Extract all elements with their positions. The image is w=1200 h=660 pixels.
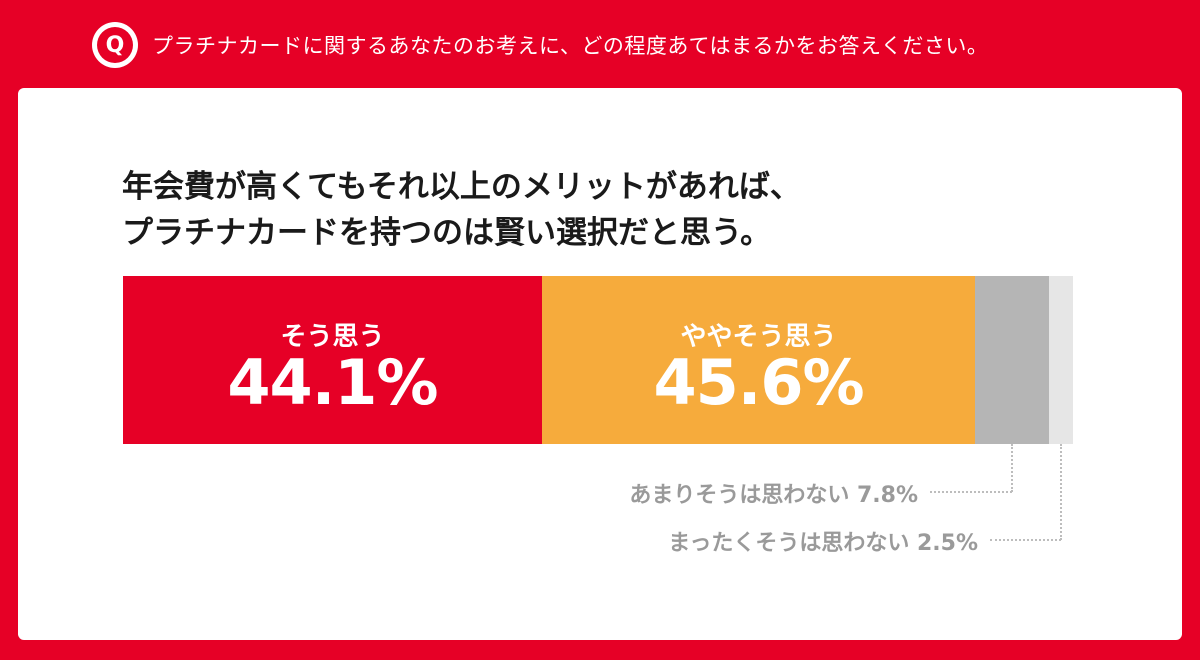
bar-segment-value: 45.6%: [653, 346, 864, 419]
callout-leader-vertical: [1011, 444, 1014, 492]
question-header: Q プラチナカードに関するあなたのお考えに、どの程度あてはまるかをお答えください…: [0, 0, 1200, 88]
content-panel: 年会費が高くてもそれ以上のメリットがあれば、 プラチナカードを持つのは賢い選択だ…: [18, 88, 1182, 640]
bar-segment-label: そう思う: [280, 322, 385, 352]
bar-segment-3: [975, 276, 1050, 444]
question-text: プラチナカードに関するあなたのお考えに、どの程度あてはまるかをお答えください。: [152, 34, 989, 58]
statement-title: 年会費が高くてもそれ以上のメリットがあれば、 プラチナカードを持つのは賢い選択だ…: [122, 164, 801, 256]
callout-leader-vertical: [1060, 444, 1063, 540]
question-badge-letter: Q: [97, 27, 133, 63]
statement-title-line-1: 年会費が高くてもそれ以上のメリットがあれば、: [122, 169, 801, 205]
question-badge-icon: Q: [92, 22, 138, 68]
bar-segment-1: そう思う 44.1%: [123, 276, 542, 444]
stacked-bar: そう思う 44.1% ややそう思う 45.6%: [123, 276, 1073, 444]
bar-segment-label: ややそう思う: [680, 322, 837, 352]
callout-label: まったくそうは思わない 2.5%: [668, 531, 978, 556]
callout-leader-horizontal: [990, 539, 1062, 541]
bar-segment-4: [1049, 276, 1073, 444]
bar-segment-value: 44.1%: [227, 346, 438, 419]
bar-segment-2: ややそう思う 45.6%: [541, 276, 976, 444]
callout-leader-horizontal: [930, 491, 1013, 493]
callout-label: あまりそうは思わない 7.8%: [629, 483, 918, 508]
statement-title-line-2: プラチナカードを持つのは賢い選択だと思う。: [122, 215, 772, 251]
